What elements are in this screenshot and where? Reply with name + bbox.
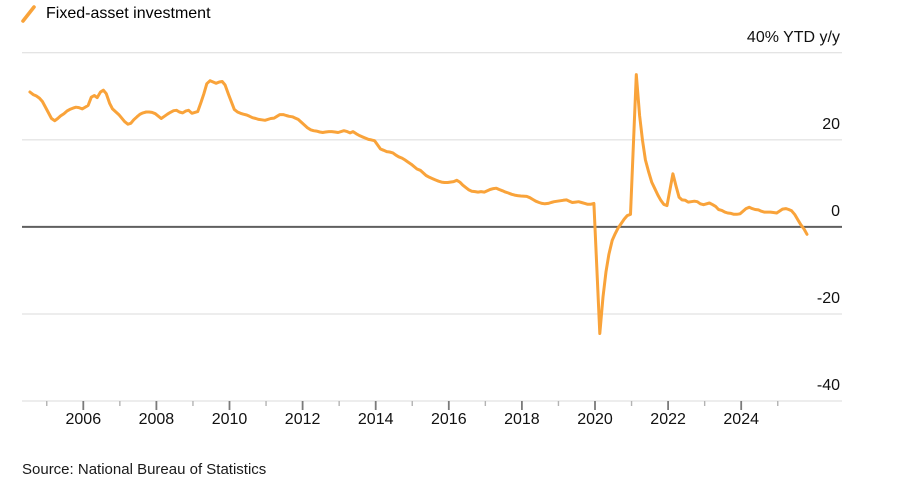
- source-note: Source: National Bureau of Statistics: [22, 461, 267, 478]
- legend: Fixed-asset investment: [20, 2, 211, 26]
- x-tick-label: 2020: [577, 411, 613, 428]
- x-tick-label: 2008: [139, 411, 175, 428]
- x-tick-label: 2016: [431, 411, 467, 428]
- x-tick-label: 2022: [650, 411, 686, 428]
- x-tick-label: 2006: [66, 411, 102, 428]
- x-tick-label: 2018: [504, 411, 540, 428]
- x-tick-label: 2014: [358, 411, 394, 428]
- x-tick-label: 2024: [723, 411, 759, 428]
- fixed-asset-investment-line: [28, 73, 809, 335]
- x-tick-label: 2012: [285, 411, 321, 428]
- x-tick-label: 2010: [212, 411, 248, 428]
- y-tick-label: -40: [817, 377, 840, 394]
- y-axis-unit-label: 40% YTD y/y: [747, 29, 840, 46]
- legend-label: Fixed-asset investment: [46, 5, 211, 22]
- y-tick-label: 20: [822, 116, 840, 133]
- line-series-icon: [21, 5, 36, 23]
- y-tick-label: -20: [817, 290, 840, 307]
- y-tick-label: 0: [831, 203, 840, 220]
